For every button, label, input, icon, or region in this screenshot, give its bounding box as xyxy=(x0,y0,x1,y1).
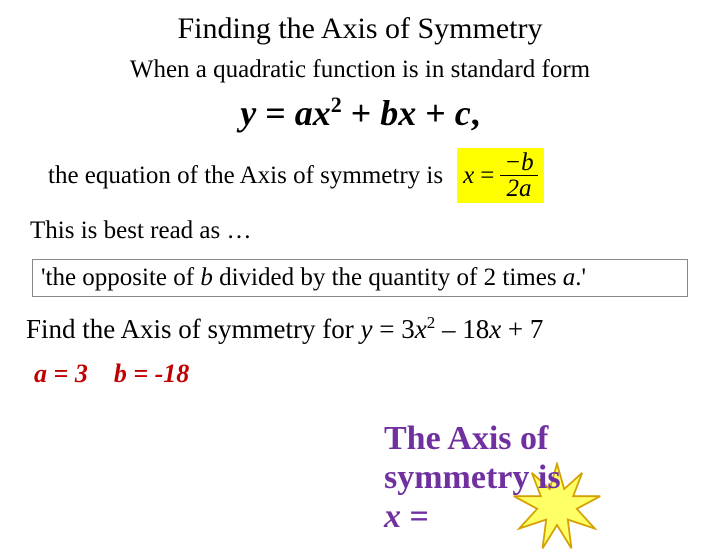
ex-y: y xyxy=(360,314,372,344)
quote-p2: divided by the quantity of 2 times xyxy=(213,264,563,291)
example-prompt: Find the Axis of symmetry for y = 3x2 – … xyxy=(26,313,700,345)
best-read-line: This is best read as … xyxy=(30,217,700,245)
coef-c: c xyxy=(455,93,471,133)
axis-eq-line: the equation of the Axis of symmetry is … xyxy=(48,148,700,203)
ex-plus: + 7 xyxy=(501,314,543,344)
ex-x1: x xyxy=(415,314,427,344)
ex-minus: – 18 xyxy=(435,314,489,344)
var-x2: x xyxy=(398,93,416,133)
quote-b: b xyxy=(200,264,213,291)
slide-title: Finding the Axis of Symmetry xyxy=(20,12,700,46)
quote-a: a xyxy=(563,264,576,291)
axis-formula-box: x = −b 2a xyxy=(457,148,544,203)
quote-box: 'the opposite of b divided by the quanti… xyxy=(32,259,688,297)
answer-line2: symmetry is xyxy=(384,458,694,497)
coef-b: b xyxy=(380,93,398,133)
axis-fraction: −b 2a xyxy=(500,150,537,201)
var-x1: x xyxy=(313,93,331,133)
plus-2: + xyxy=(416,93,455,133)
quote-p1: 'the opposite of xyxy=(41,264,200,291)
ex-exp: 2 xyxy=(427,313,436,332)
answer-eq: = xyxy=(401,498,429,535)
ex-p1: Find the Axis of symmetry for xyxy=(26,314,360,344)
coef-a: a xyxy=(295,93,313,133)
var-y: y xyxy=(240,93,256,133)
standard-form-formula: y = ax2 + bx + c, xyxy=(240,93,480,133)
plus-1: + xyxy=(342,93,381,133)
ex-eq: = 3 xyxy=(372,314,414,344)
exp-2: 2 xyxy=(331,92,342,117)
answer-x: x xyxy=(384,498,401,535)
answer-line1: The Axis of xyxy=(384,419,694,458)
ab-values: a = 3 b = -18 xyxy=(34,359,189,389)
eq-sign: = xyxy=(256,93,295,133)
ex-x2: x xyxy=(489,314,501,344)
axis-eq: = xyxy=(480,162,494,190)
axis-den: 2a xyxy=(503,176,536,201)
bottom-row: a = 3 b = -18 xyxy=(20,355,700,389)
answer-line3: x = xyxy=(384,497,694,536)
answer-block: The Axis of symmetry is x = xyxy=(384,419,694,536)
axis-num: −b xyxy=(500,150,537,176)
axis-eq-text: the equation of the Axis of symmetry is xyxy=(48,162,443,190)
axis-x: x xyxy=(463,162,474,190)
standard-form-row: y = ax2 + bx + c, xyxy=(20,92,700,134)
quote-p3: .' xyxy=(575,264,586,291)
comma: , xyxy=(471,93,480,133)
intro-line: When a quadratic function is in standard… xyxy=(20,56,700,84)
